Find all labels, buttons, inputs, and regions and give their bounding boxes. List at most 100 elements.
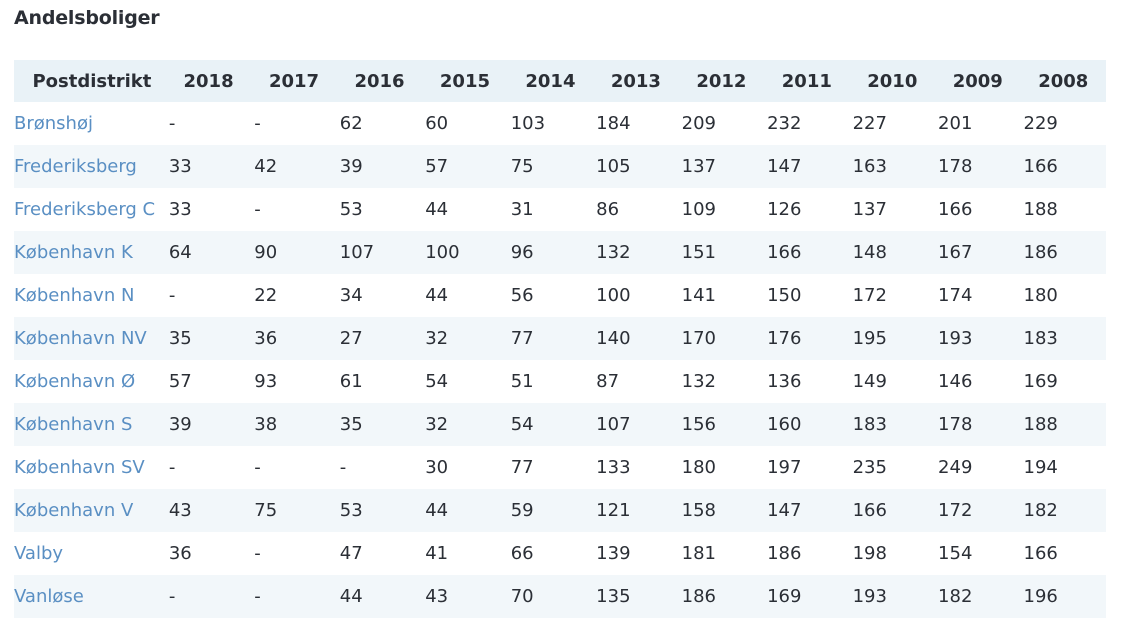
value-cell: 77 xyxy=(510,457,534,478)
value-cell: 53 xyxy=(336,489,423,532)
value-cell: 121 xyxy=(593,489,679,532)
value-cell: 150 xyxy=(767,285,802,306)
value-cell: 61 xyxy=(339,371,363,392)
table-body: Brønshøj - -62 60 103 184 209 232 227 201 229 Frede… xyxy=(14,102,1106,618)
value-cell: 137 xyxy=(678,145,765,188)
district-link[interactable]: Frederiksberg xyxy=(14,156,137,177)
value-cell: 154 xyxy=(938,543,973,564)
district-link[interactable]: København K xyxy=(14,242,133,263)
column-header-year: 2010 xyxy=(849,60,936,102)
data-table: Postdistrikt 2018 2017 2016 2015 2014 2013 2012… xyxy=(14,60,1106,618)
district-link[interactable]: København Ø xyxy=(14,371,136,392)
value-cell: 56 xyxy=(510,285,534,306)
column-header-year: 2015 xyxy=(422,60,508,102)
page-title: Andelsboliger xyxy=(14,7,160,29)
value-cell: 178 xyxy=(935,403,1021,446)
table-row: Valby 36 - 47 41 66 139 181 186 198 154 166 xyxy=(14,532,1106,575)
value-cell: 194 xyxy=(1023,457,1058,478)
value-cell: 180 xyxy=(681,457,716,478)
value-cell: 54 xyxy=(507,403,594,446)
value-cell: 35 xyxy=(165,317,252,360)
district-cell: København N xyxy=(14,274,166,317)
value-cell: - xyxy=(254,199,261,220)
value-cell: 36 xyxy=(168,543,192,564)
value-cell: 93 xyxy=(254,371,278,392)
value-cell: - xyxy=(254,543,261,564)
value-cell: 193 xyxy=(935,317,1021,360)
value-cell: 33 xyxy=(168,199,192,220)
district-link[interactable]: København N xyxy=(14,285,135,306)
value-cell: 141 xyxy=(681,285,716,306)
value-cell: 107 xyxy=(336,231,423,274)
value-cell: 186 xyxy=(767,543,802,564)
value-cell: - xyxy=(168,113,176,134)
table-row: Brønshøj - - 62 60 103 184 209 232 227 201 229 xyxy=(14,102,1106,145)
value-cell: 57 xyxy=(422,145,508,188)
table-row: København Ø 57 93 61 54 51 87 132 136 149 146 169 xyxy=(14,360,1106,403)
value-cell: 201 xyxy=(938,113,973,134)
value-cell: 96 xyxy=(507,231,594,274)
value-cell: 27 xyxy=(336,317,423,360)
value-cell: 181 xyxy=(681,543,716,564)
value-cell: 44 xyxy=(422,489,508,532)
value-cell: 184 xyxy=(596,113,631,134)
value-cell: 147 xyxy=(764,489,850,532)
value-cell: 107 xyxy=(593,403,679,446)
table-row: Frederiksberg 33 42 39 57 75 105 137 147 163 178 16… xyxy=(14,145,1106,188)
value-cell: 100 xyxy=(596,285,631,306)
district-link[interactable]: København NV xyxy=(14,328,147,349)
value-cell: 182 xyxy=(1020,489,1106,532)
district-cell: København V xyxy=(14,489,166,532)
value-cell: 170 xyxy=(678,317,765,360)
value-cell: - xyxy=(339,457,347,478)
value-cell: 166 xyxy=(849,489,936,532)
value-cell: 188 xyxy=(1020,403,1106,446)
value-cell: 209 xyxy=(681,113,716,134)
value-cell: 169 xyxy=(1023,371,1058,392)
column-header-year: 2008 xyxy=(1020,60,1106,102)
table-row: København S 39 38 35 32 54 107 156 160 183 178 188 xyxy=(14,403,1106,446)
value-cell: 62 xyxy=(339,113,363,134)
value-cell: 183 xyxy=(1020,317,1106,360)
value-cell: 34 xyxy=(339,285,363,306)
district-cell: Frederiksberg xyxy=(14,145,166,188)
value-cell: 132 xyxy=(681,371,716,392)
district-link[interactable]: København S xyxy=(14,414,133,435)
value-cell: 235 xyxy=(852,457,887,478)
value-cell: - xyxy=(168,285,176,306)
value-cell: 146 xyxy=(938,371,973,392)
value-cell: 66 xyxy=(510,543,534,564)
value-cell: 32 xyxy=(422,317,508,360)
value-cell: 186 xyxy=(1020,231,1106,274)
value-cell: 35 xyxy=(336,403,423,446)
value-cell: - xyxy=(168,457,176,478)
value-cell: 44 xyxy=(336,575,423,618)
value-cell: 166 xyxy=(1023,543,1058,564)
value-cell: 54 xyxy=(425,371,449,392)
value-cell: 77 xyxy=(507,317,594,360)
column-header-year: 2012 xyxy=(678,60,765,102)
value-cell: 249 xyxy=(938,457,973,478)
district-link[interactable]: København SV xyxy=(14,457,145,478)
value-cell: 232 xyxy=(767,113,802,134)
value-cell: - xyxy=(254,457,261,478)
district-link[interactable]: Vanløse xyxy=(14,586,84,607)
value-cell: 160 xyxy=(764,403,850,446)
district-link[interactable]: Brønshøj xyxy=(14,113,93,134)
value-cell: 38 xyxy=(251,403,337,446)
value-cell: 149 xyxy=(852,371,887,392)
table-row: Vanløse - -44 43 70 135 186 169 193 182 196 xyxy=(14,575,1106,618)
district-link[interactable]: København V xyxy=(14,500,134,521)
value-cell: 166 xyxy=(764,231,850,274)
district-cell: København K xyxy=(14,231,166,274)
column-header-year: 2011 xyxy=(764,60,850,102)
value-cell: 75 xyxy=(507,145,594,188)
district-link[interactable]: Frederiksberg C xyxy=(14,199,156,220)
value-cell: 180 xyxy=(1023,285,1058,306)
value-cell: - xyxy=(251,575,337,618)
value-cell: 136 xyxy=(767,371,802,392)
value-cell: 148 xyxy=(849,231,936,274)
value-cell: 176 xyxy=(764,317,850,360)
district-link[interactable]: Valby xyxy=(14,543,64,564)
value-cell: 31 xyxy=(510,199,534,220)
